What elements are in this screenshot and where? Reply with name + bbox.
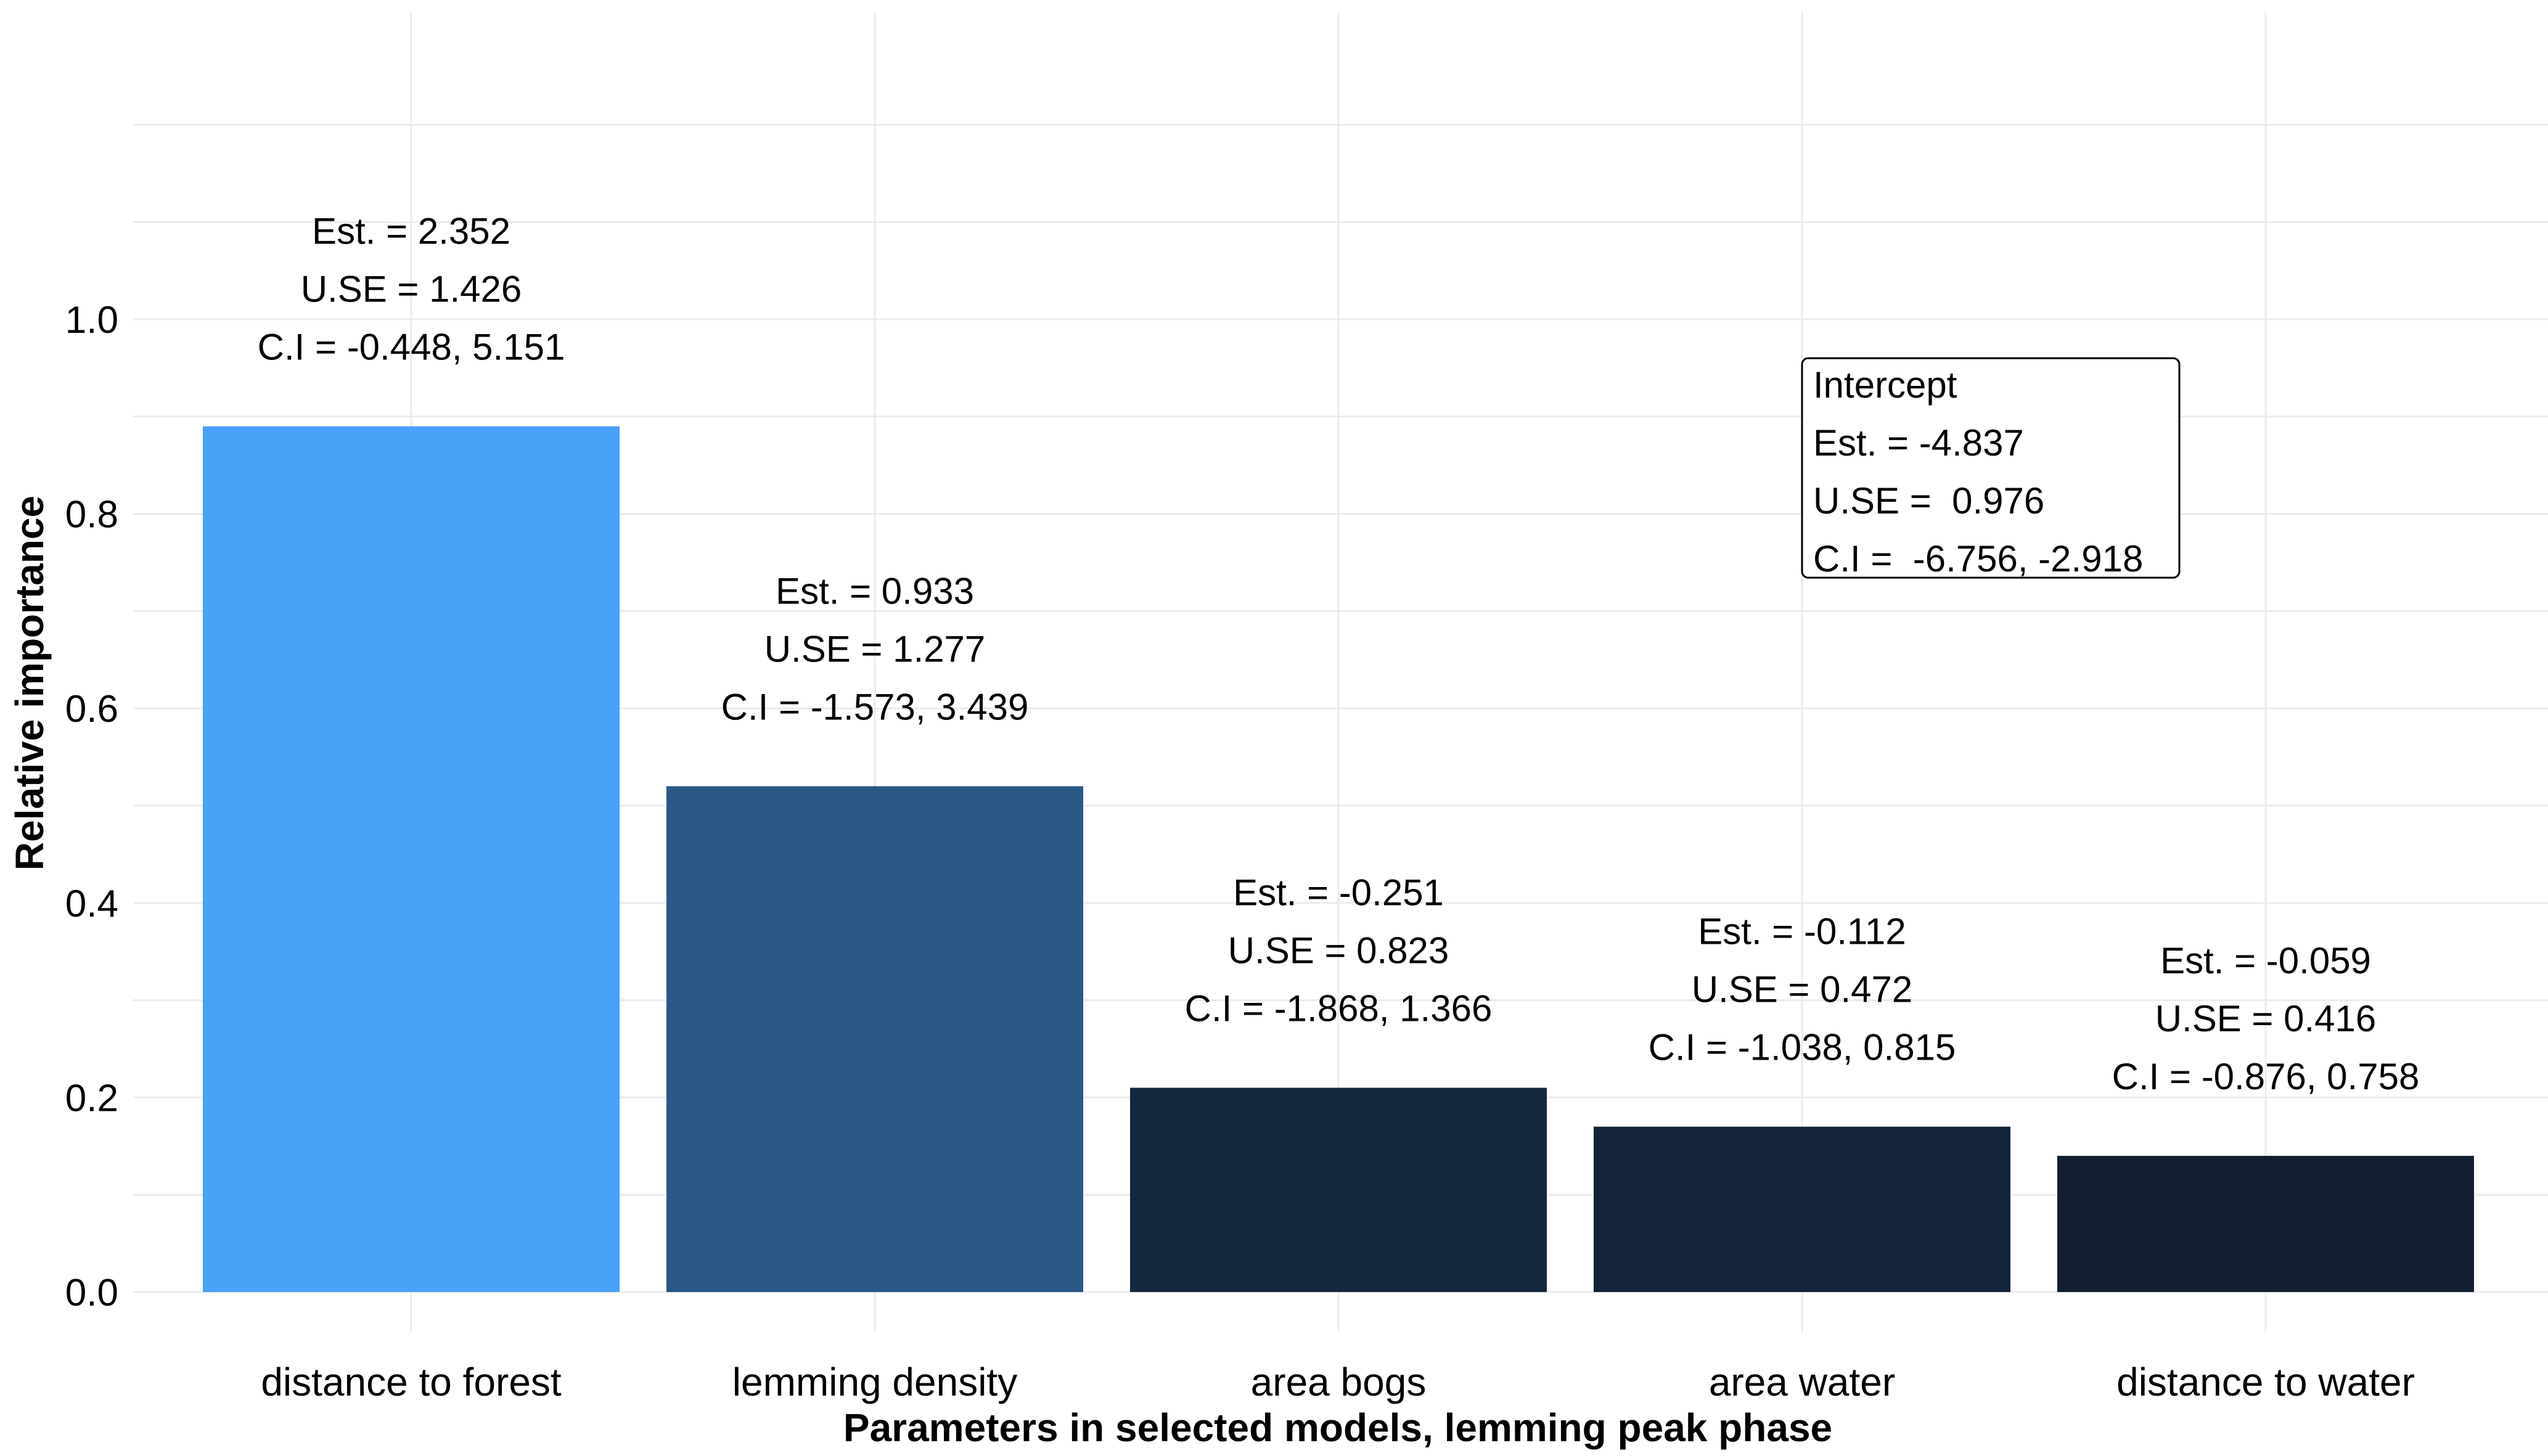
bar-label: C.I = -0.876, 0.758: [2112, 1056, 2420, 1097]
bar-label: Est. = -0.112: [1698, 911, 1906, 952]
x-tick-labels: distance to forest lemming density area bo…: [261, 1360, 2415, 1404]
bar: [1130, 1087, 1547, 1292]
bar: [666, 786, 1083, 1292]
bar-label: U.SE = 0.823: [1228, 930, 1449, 971]
bar-label: C.I = -0.448, 5.151: [258, 327, 565, 368]
bars: [203, 426, 2474, 1292]
x-tick-label: distance to water: [2116, 1360, 2415, 1404]
y-tick-label: 1.0: [65, 299, 118, 342]
bar-label: U.SE = 0.472: [1692, 969, 1913, 1010]
annotation-line: Est. = -4.837: [1813, 422, 2024, 464]
bar-labels: Est. = 2.352 U.SE = 1.426 C.I = -0.448, 5.…: [258, 211, 2420, 1097]
bar-label: U.SE = 1.426: [301, 269, 522, 310]
y-tick-labels: 0.0 0.2 0.4 0.6 0.8 1.0: [65, 299, 118, 1314]
bar-label: U.SE = 0.416: [2155, 998, 2377, 1039]
bar: [203, 426, 620, 1292]
annotation-line: Intercept: [1813, 364, 1957, 406]
x-axis-label: Parameters in selected models, lemming p…: [843, 1405, 1832, 1450]
bar-label: Est. = 0.933: [776, 570, 974, 611]
y-tick-label: 0.4: [65, 883, 118, 925]
y-tick-label: 0.2: [65, 1077, 118, 1119]
bar: [1594, 1126, 2010, 1292]
bar-label: Est. = -0.251: [1233, 872, 1444, 914]
x-tick-label: distance to forest: [261, 1360, 562, 1404]
annotation-line: C.I = -6.756, -2.918: [1813, 538, 2143, 579]
bar-label: Est. = 2.352: [312, 211, 510, 252]
y-axis-label: Relative importance: [7, 496, 52, 870]
x-tick-label: lemming density: [732, 1360, 1017, 1404]
bar: [2057, 1156, 2474, 1292]
annotation-box: [1801, 357, 2181, 579]
bar-label: C.I = -1.038, 0.815: [1649, 1027, 1956, 1068]
bar-label: C.I = -1.573, 3.439: [721, 686, 1029, 727]
bar-label: Est. = -0.059: [2160, 940, 2371, 981]
bar-label: C.I = -1.868, 1.366: [1185, 988, 1493, 1029]
x-tick-label: area bogs: [1251, 1360, 1427, 1404]
x-tick-label: area water: [1709, 1360, 1895, 1404]
annotation-line: U.SE = 0.976: [1813, 480, 2044, 521]
intercept-annotation: Intercept Est. = -4.837 U.SE = 0.976 C.I = …: [1801, 357, 2181, 579]
y-tick-label: 0.0: [65, 1272, 118, 1314]
bar-label: U.SE = 1.277: [764, 628, 986, 669]
y-tick-label: 0.8: [65, 494, 118, 536]
y-tick-label: 0.6: [65, 688, 118, 730]
